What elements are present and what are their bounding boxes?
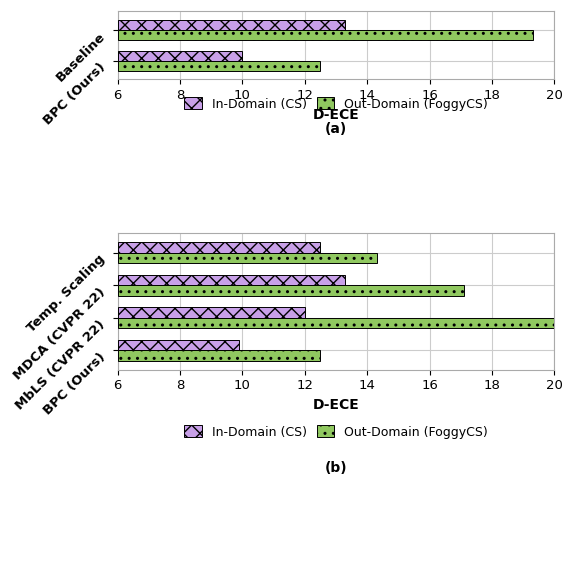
Bar <box>118 242 320 253</box>
Bar <box>118 30 533 40</box>
Bar <box>118 20 346 30</box>
Legend: In-Domain (CS), Out-Domain (FoggyCS): In-Domain (CS), Out-Domain (FoggyCS) <box>184 98 488 111</box>
Text: (a): (a) <box>325 121 347 135</box>
X-axis label: D-ECE: D-ECE <box>313 107 359 121</box>
Bar <box>118 318 554 328</box>
Bar <box>118 285 464 296</box>
Bar <box>118 51 242 61</box>
Bar <box>118 340 239 350</box>
Text: (b): (b) <box>325 461 347 475</box>
Legend: In-Domain (CS), Out-Domain (FoggyCS): In-Domain (CS), Out-Domain (FoggyCS) <box>184 425 488 439</box>
Bar <box>118 307 305 318</box>
X-axis label: D-ECE: D-ECE <box>313 398 359 412</box>
Bar <box>118 274 346 285</box>
Bar <box>118 253 377 263</box>
Bar <box>118 350 320 360</box>
Bar <box>118 61 320 71</box>
